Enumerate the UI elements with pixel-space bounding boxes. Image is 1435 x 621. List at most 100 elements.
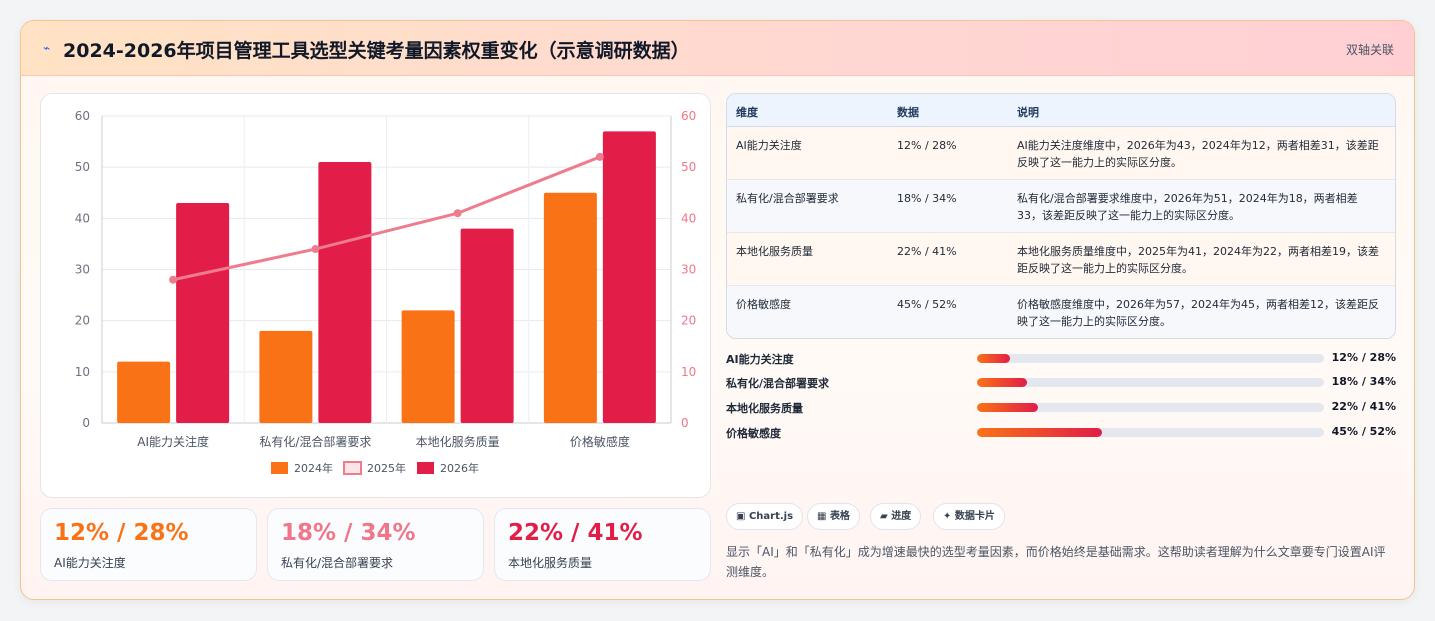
row-data: 45% / 52%	[897, 298, 957, 311]
bar-2026年	[460, 228, 514, 423]
legend-label: 2026年	[440, 461, 479, 475]
line-2025年	[172, 155, 601, 282]
y-left-tick-label: 10	[75, 365, 90, 379]
x-tick-label: 私有化/混合部署要求	[259, 434, 371, 449]
table-row: 本地化服务质量 22% / 41% 本地化服务质量维度中，2025年为41，20…	[727, 233, 1395, 286]
y-right-tick-label: 30	[681, 263, 696, 277]
row-dimension: 本地化服务质量	[736, 245, 813, 258]
chip-chartjs[interactable]: ▣ Chart.js	[726, 503, 804, 530]
progress-track	[977, 354, 1324, 363]
y-right-tick-label: 40	[681, 211, 696, 225]
row-data: 22% / 41%	[897, 245, 957, 258]
stat-value: 12% / 28%	[54, 520, 189, 546]
progress-row: 价格敏感度 45% / 52%	[726, 423, 1396, 443]
combo-chart: 0 10 20 30 40 50 60 0 10 20 30 40 50 60 AI能力关注度 私有化/混合部…	[75, 109, 696, 475]
stat-value: 22% / 41%	[508, 520, 643, 546]
column-header-dimension: 维度	[736, 106, 758, 119]
bar-2026年	[602, 131, 656, 423]
progress-label: AI能力关注度	[726, 353, 794, 366]
sparkle-icon: ✦	[943, 511, 952, 522]
y-right-tick-label: 60	[681, 109, 696, 123]
y-right-tick-label: 0	[681, 416, 689, 430]
bar-2024年	[117, 361, 171, 423]
progress-fill	[977, 378, 1028, 387]
progress-value: 12% / 28%	[1331, 351, 1396, 364]
progress-row: AI能力关注度 12% / 28%	[726, 349, 1396, 369]
y-right-tick-label: 10	[681, 365, 696, 379]
stat-card: 22% / 41% 本地化服务质量	[494, 508, 711, 581]
progress-fill	[977, 428, 1102, 437]
legend-swatch	[271, 462, 288, 474]
chip-label: 表格	[829, 511, 850, 522]
table-row: AI能力关注度 12% / 28% AI能力关注度维度中，2026年为43，20…	[727, 127, 1395, 180]
table-row: 价格敏感度 45% / 52% 价格敏感度维度中，2026年为57，2024年为…	[727, 286, 1395, 338]
line-point	[169, 275, 178, 284]
legend-label: 2025年	[367, 461, 406, 475]
line-point	[311, 245, 320, 254]
line-point	[595, 152, 604, 161]
chip-label: 进度	[891, 511, 912, 522]
bar-2024年	[259, 330, 313, 423]
stat-value: 18% / 34%	[281, 520, 416, 546]
progress-value: 45% / 52%	[1331, 425, 1396, 438]
lightning-icon: ⌁	[43, 41, 51, 55]
line-point	[453, 209, 462, 218]
y-right-tick-label: 20	[681, 314, 696, 328]
row-description: 价格敏感度维度中，2026年为57，2024年为45，两者相差12，该差距反映了…	[1017, 298, 1379, 328]
bar-2026年	[176, 202, 230, 423]
progress-fill	[977, 403, 1038, 412]
legend-label: 2024年	[294, 461, 333, 475]
x-tick-label: 价格敏感度	[570, 434, 630, 449]
column-header-data: 数据	[897, 106, 919, 119]
row-description: AI能力关注度维度中，2026年为43，2024年为12，两者相差31，该差距反…	[1017, 139, 1379, 169]
stat-label: AI能力关注度	[54, 556, 126, 570]
y-left-tick-label: 20	[75, 314, 90, 328]
chip-table[interactable]: ▦ 表格	[807, 503, 860, 530]
image-icon: ▣	[736, 511, 746, 522]
table-icon: ▦	[817, 511, 827, 522]
chart-note: 显示「AI」和「私有化」成为增速最快的选型考量因素，而价格始终是基础需求。这帮助…	[726, 545, 1386, 579]
bar-2026年	[318, 162, 372, 424]
row-description: 私有化/混合部署要求维度中，2026年为51，2024年为18，两者相差33，该…	[1017, 192, 1358, 222]
x-tick-label: 本地化服务质量	[416, 434, 500, 449]
bar-2024年	[401, 310, 455, 423]
progress-value: 18% / 34%	[1331, 375, 1396, 388]
row-dimension: AI能力关注度	[736, 139, 802, 152]
table-header: 维度 数据 说明	[727, 94, 1395, 127]
card-header: ⌁ 2024-2026年项目管理工具选型关键考量因素权重变化（示意调研数据） 双…	[21, 21, 1414, 76]
y-left-tick-label: 40	[75, 211, 90, 225]
progress-track	[977, 403, 1324, 412]
legend-swatch	[343, 461, 362, 475]
progress-label: 本地化服务质量	[726, 402, 803, 415]
stat-label: 本地化服务质量	[508, 556, 593, 570]
y-left-tick-label: 60	[75, 109, 90, 123]
row-dimension: 私有化/混合部署要求	[736, 192, 839, 205]
chip-progress[interactable]: ▰ 进度	[870, 503, 922, 530]
progress-track	[977, 378, 1324, 387]
stat-card: 18% / 34% 私有化/混合部署要求	[267, 508, 484, 581]
y-left-tick-label: 0	[82, 416, 90, 430]
page-title: 2024-2026年项目管理工具选型关键考量因素权重变化（示意调研数据）	[63, 40, 690, 62]
legend-swatch	[417, 462, 434, 474]
x-tick-label: AI能力关注度	[137, 434, 209, 449]
row-dimension: 价格敏感度	[736, 298, 791, 311]
data-table: 维度 数据 说明 AI能力关注度 12% / 28% AI能力关注度维度中，20…	[726, 93, 1396, 339]
bar-2024年	[543, 192, 597, 423]
progress-label: 私有化/混合部署要求	[726, 377, 830, 390]
progress-list: AI能力关注度 12% / 28% 私有化/混合部署要求 18% / 34% 本…	[726, 349, 1396, 449]
dual-axis-badge: 双轴关联	[1345, 43, 1394, 57]
progress-row: 本地化服务质量 22% / 41%	[726, 398, 1396, 418]
table-row: 私有化/混合部署要求 18% / 34% 私有化/混合部署要求维度中，2026年…	[727, 180, 1395, 233]
chip-label: 数据卡片	[954, 511, 995, 522]
chart-card: ⌁ 2024-2026年项目管理工具选型关键考量因素权重变化（示意调研数据） 双…	[20, 20, 1415, 600]
y-right-tick-label: 50	[681, 160, 696, 174]
chip-data-card[interactable]: ✦ 数据卡片	[933, 503, 1005, 530]
progress-fill	[977, 354, 1010, 363]
column-header-description: 说明	[1017, 106, 1039, 119]
row-data: 18% / 34%	[897, 192, 957, 205]
progress-icon: ▰	[880, 511, 888, 522]
progress-track	[977, 428, 1324, 437]
progress-label: 价格敏感度	[726, 427, 781, 440]
chart-panel: 0 10 20 30 40 50 60 0 10 20 30 40 50 60 AI能力关注度 私有化/混合部…	[40, 93, 711, 498]
progress-row: 私有化/混合部署要求 18% / 34%	[726, 373, 1396, 393]
